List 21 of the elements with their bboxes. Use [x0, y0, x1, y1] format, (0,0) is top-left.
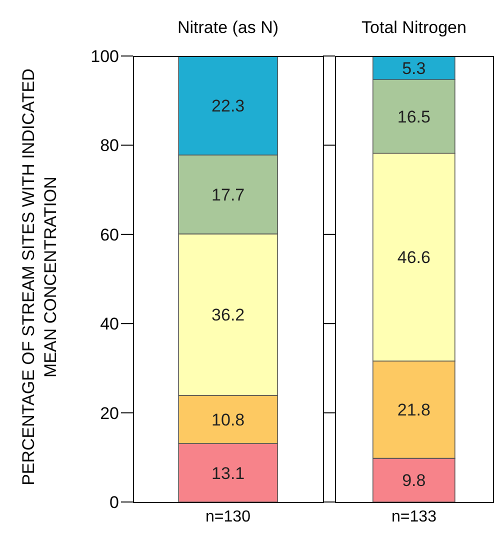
y-tick-label: 60 — [100, 225, 119, 244]
x-tick-label: n=130 — [206, 508, 251, 526]
y-tick-label: 40 — [100, 314, 119, 334]
y-tick-label: 20 — [100, 404, 119, 423]
y-tick-label: 80 — [100, 136, 119, 156]
y-axis-title: PERCENTAGE OF STREAM SITES WITH INDICATED MEAN CONCENTRATION — [18, 68, 61, 488]
y-tick-label: 0 — [110, 493, 119, 512]
data-label: 13.1 — [212, 464, 245, 483]
y-tick-label: 100 — [90, 47, 119, 66]
data-label: 46.6 — [397, 248, 430, 268]
data-label: 16.5 — [397, 107, 430, 126]
data-label: 17.7 — [212, 186, 245, 205]
data-label: 10.8 — [212, 410, 245, 430]
data-label: 22.3 — [212, 96, 245, 116]
chart-title: Total Nitrogen — [360, 18, 468, 38]
data-label: 5.3 — [402, 58, 426, 78]
x-tick-label: n=133 — [392, 508, 437, 526]
data-label: 21.8 — [397, 400, 430, 420]
chart-title: Nitrate (as N) — [176, 18, 280, 38]
data-label: 36.2 — [212, 306, 245, 325]
data-label: 9.8 — [402, 471, 426, 490]
